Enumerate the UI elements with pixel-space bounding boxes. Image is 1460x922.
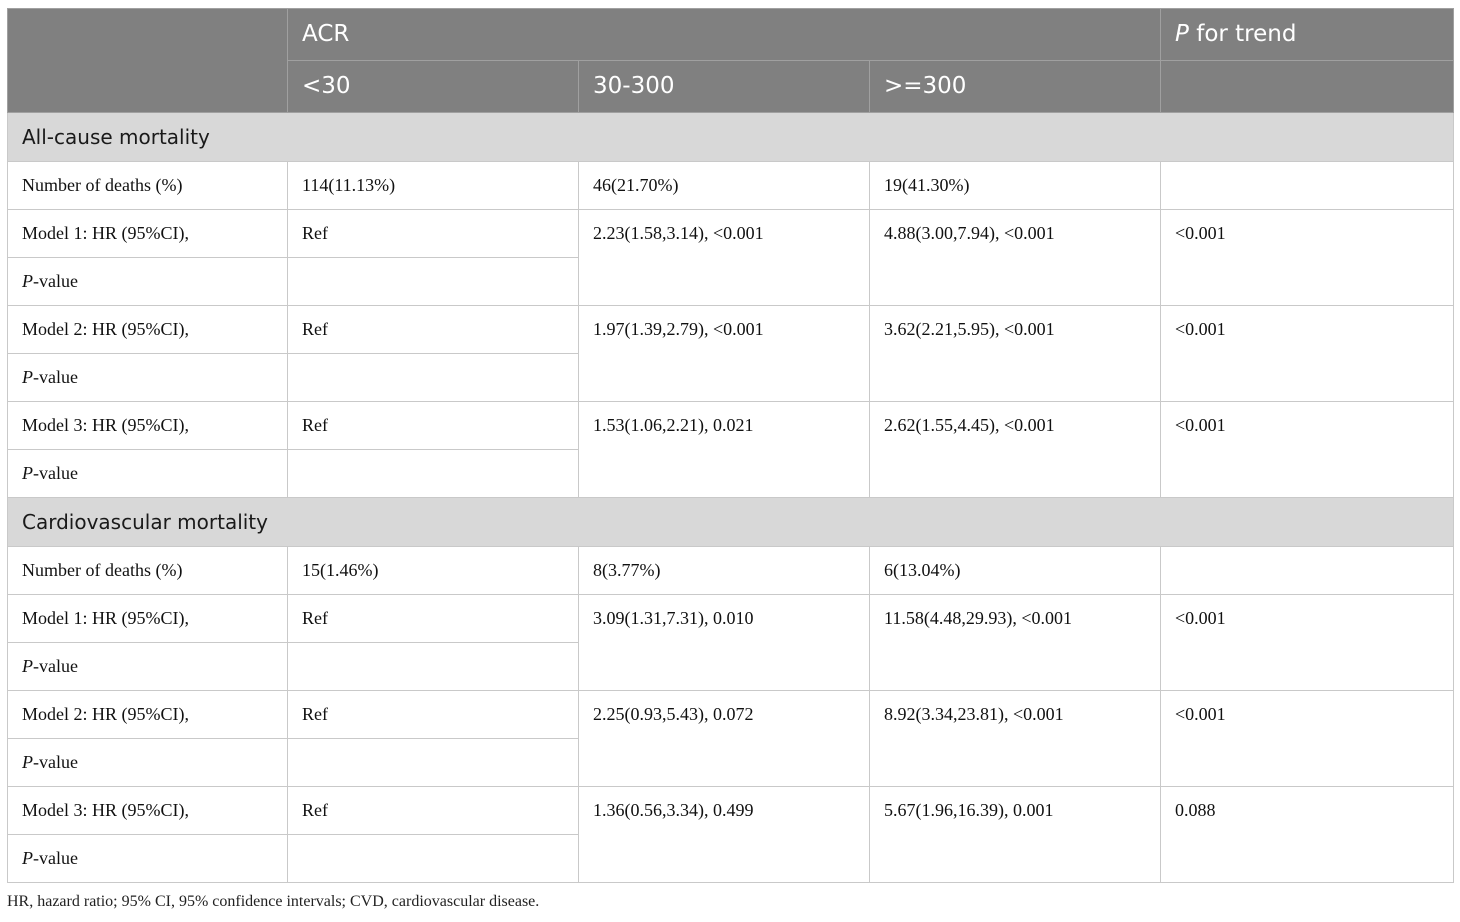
model-pvalue-row: P-value (7, 738, 1454, 787)
pvalue-italic: P (22, 848, 33, 868)
model-pvalue-row: P-value (7, 642, 1454, 691)
row-label-pvalue: P-value (7, 834, 288, 883)
model-row: Model 1: HR (95%CI), Ref 2.23(1.58,3.14), … (7, 209, 1455, 306)
table-cell: Ref (287, 690, 579, 739)
row-label-pvalue: P-value (7, 353, 288, 402)
table-cell: 15(1.46%) (287, 546, 579, 595)
model-pvalue-row: P-value (7, 257, 1454, 306)
row-label-pvalue: P-value (7, 257, 288, 306)
table-cell (1160, 546, 1455, 595)
table-cell: 6(13.04%) (868, 546, 1162, 595)
table-cell: 5.67(1.96,16.39), 0.001 (868, 786, 1162, 883)
table-cell: 3.09(1.31,7.31), 0.010 (578, 594, 870, 691)
row-label-pvalue: P-value (7, 449, 288, 498)
pvalue-italic: P (22, 656, 33, 676)
row-label: Model 3: HR (95%CI), (7, 786, 288, 835)
pvalue-italic: P (22, 463, 33, 483)
row-label: Model 1: HR (95%CI), (7, 594, 288, 643)
table-cell-empty (287, 257, 579, 306)
table-cell: 3.62(2.21,5.95), <0.001 (868, 305, 1162, 402)
table-footnote: HR, hazard ratio; 95% CI, 95% confidence… (7, 893, 540, 910)
table-cell: 1.97(1.39,2.79), <0.001 (578, 305, 870, 402)
table-cell: Ref (287, 401, 579, 450)
table-cell (1160, 161, 1455, 210)
table-cell: <0.001 (1160, 305, 1455, 402)
pvalue-italic: P (22, 271, 33, 291)
row-label: Number of deaths (%) (7, 546, 288, 595)
table-cell: 8.92(3.34,23.81), <0.001 (868, 690, 1162, 787)
header-corner (7, 8, 288, 113)
table-cell-empty (287, 738, 579, 787)
header-p-trend: P for trend (1160, 8, 1455, 61)
header-row-1: ACR P for trend (7, 8, 1455, 113)
table-cell: <0.001 (1160, 690, 1455, 787)
row-label: Model 3: HR (95%CI), (7, 401, 288, 450)
row-label: Number of deaths (%) (7, 161, 288, 210)
header-acr-group: ACR (286, 8, 1162, 61)
pvalue-rest: -value (33, 367, 78, 387)
table-cell: 2.62(1.55,4.45), <0.001 (868, 401, 1162, 498)
table-cell: 19(41.30%) (868, 161, 1162, 210)
row-label-pvalue: P-value (7, 738, 288, 787)
deaths-row: Number of deaths (%) 114(11.13%) 46(21.70%… (7, 161, 1455, 210)
table-cell: Ref (287, 786, 579, 835)
model-pvalue-row: P-value (7, 449, 1454, 498)
table-cell: 1.53(1.06,2.21), 0.021 (578, 401, 870, 498)
pvalue-rest: -value (33, 848, 78, 868)
table-cell: 46(21.70%) (578, 161, 870, 210)
section-title: Cardiovascular mortality (6, 497, 1455, 547)
table-cell: Ref (287, 305, 579, 354)
header-acr-lt30: <30 (287, 60, 579, 113)
header-row-2: <30 30-300 >=300 (8, 60, 1455, 113)
table-cell: 11.58(4.48,29.93), <0.001 (868, 594, 1162, 691)
table-cell: 0.088 (1160, 786, 1455, 883)
table-cell-empty (287, 449, 579, 498)
table-cell: <0.001 (1160, 401, 1455, 498)
model-row: Model 1: HR (95%CI), Ref 3.09(1.31,7.31), … (7, 594, 1455, 691)
table-cell-empty (287, 353, 579, 402)
table-cell: 114(11.13%) (287, 161, 579, 210)
table-cell: 8(3.77%) (578, 546, 870, 595)
header-p-trend-italic: P (1175, 21, 1189, 47)
pvalue-italic: P (22, 367, 33, 387)
model-pvalue-row: P-value (7, 353, 1454, 402)
model-row: Model 3: HR (95%CI), Ref 1.53(1.06,2.21), … (7, 401, 1455, 498)
table-cell: Ref (287, 594, 579, 643)
results-table-container: ACR P for trend <30 30-300 >=300 All-cau… (6, 8, 1455, 883)
row-label: Model 2: HR (95%CI), (7, 305, 288, 354)
section-row: Cardiovascular mortality (6, 497, 1455, 547)
table-body: All-cause mortality Number of deaths (%) 1… (6, 112, 1455, 883)
section-title: All-cause mortality (6, 112, 1455, 162)
table-cell: 1.36(0.56,3.34), 0.499 (578, 786, 870, 883)
table-cell: 2.23(1.58,3.14), <0.001 (578, 209, 870, 306)
section-row: All-cause mortality (6, 112, 1455, 162)
table-cell: <0.001 (1160, 209, 1455, 306)
pvalue-rest: -value (33, 271, 78, 291)
model-row: Model 2: HR (95%CI), Ref 2.25(0.93,5.43), … (7, 690, 1455, 787)
row-label: Model 2: HR (95%CI), (7, 690, 288, 739)
header-p-trend-rest: for trend (1188, 21, 1297, 47)
pvalue-rest: -value (33, 752, 78, 772)
table-cell: 4.88(3.00,7.94), <0.001 (868, 209, 1162, 306)
table-cell-empty (287, 834, 579, 883)
header-acr-gte300: >=300 (868, 60, 1162, 113)
header-trend-blank (1160, 60, 1455, 113)
results-table: ACR P for trend <30 30-300 >=300 All-cau… (6, 8, 1455, 883)
row-label: Model 1: HR (95%CI), (7, 209, 288, 258)
table-cell: Ref (287, 209, 579, 258)
row-label-pvalue: P-value (7, 642, 288, 691)
table-cell: <0.001 (1160, 594, 1455, 691)
pvalue-rest: -value (33, 656, 78, 676)
deaths-row: Number of deaths (%) 15(1.46%) 8(3.77%) 6(1… (7, 546, 1455, 595)
model-row: Model 2: HR (95%CI), Ref 1.97(1.39,2.79), … (7, 305, 1455, 402)
pvalue-italic: P (22, 752, 33, 772)
pvalue-rest: -value (33, 463, 78, 483)
table-cell: 2.25(0.93,5.43), 0.072 (578, 690, 870, 787)
model-row: Model 3: HR (95%CI), Ref 1.36(0.56,3.34), … (7, 786, 1455, 883)
table-cell-empty (287, 642, 579, 691)
header-acr-30-300: 30-300 (578, 60, 870, 113)
table-header: ACR P for trend <30 30-300 >=300 (7, 8, 1455, 113)
model-pvalue-row: P-value (7, 834, 1454, 883)
